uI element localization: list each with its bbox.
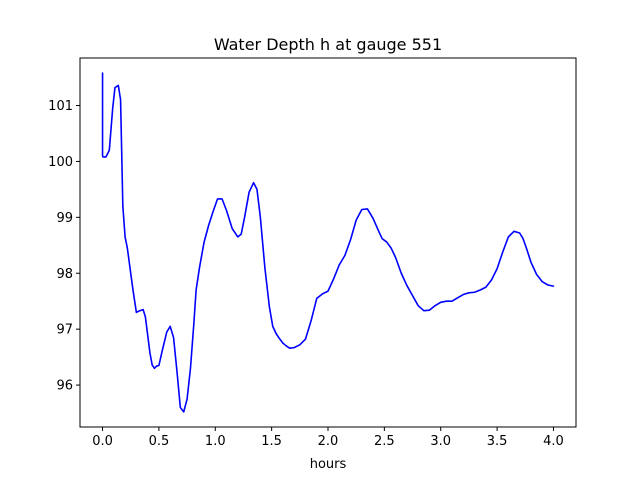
y-tick-label: 98 xyxy=(56,267,73,282)
x-tick-label: 2.0 xyxy=(318,434,339,449)
y-tick-label: 101 xyxy=(48,99,73,114)
y-tick-label: 99 xyxy=(56,211,73,226)
x-tick-label: 1.5 xyxy=(261,434,282,449)
y-tick-label: 96 xyxy=(56,379,73,394)
x-tick-label: 1.0 xyxy=(205,434,226,449)
x-tick-label: 0.5 xyxy=(149,434,170,449)
x-tick-label: 2.5 xyxy=(374,434,395,449)
y-tick-label: 97 xyxy=(56,323,73,338)
x-tick-label: 4.0 xyxy=(543,434,564,449)
x-tick-label: 3.5 xyxy=(487,434,508,449)
x-tick-label: 3.0 xyxy=(430,434,451,449)
x-axis-label: hours xyxy=(310,457,347,472)
x-tick-label: 0.0 xyxy=(92,434,113,449)
x-axis-ticks: 0.0 0.5 1.0 1.5 2.0 2.5 3.0 3.5 4.0 xyxy=(92,427,564,449)
y-tick-label: 100 xyxy=(48,155,73,170)
series-line-0 xyxy=(101,72,555,413)
chart-title: Water Depth h at gauge 551 xyxy=(214,35,442,54)
y-axis-ticks: 96 97 98 99 100 101 xyxy=(48,99,80,394)
